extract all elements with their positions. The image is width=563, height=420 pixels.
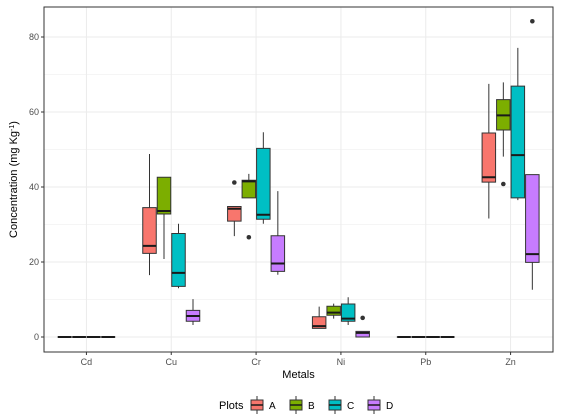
box-A-Cu: [142, 154, 157, 276]
x-tick-label: Zn: [505, 357, 516, 367]
box-C-Ni: [340, 297, 356, 325]
legend-label: B: [308, 401, 315, 412]
box-A-Zn: [481, 83, 497, 219]
box-B-Zn: [496, 82, 511, 187]
x-tick-label: Cr: [251, 357, 261, 367]
y-tick-label: 20: [29, 257, 39, 267]
y-axis-title: Concentration (mg Kg-1): [8, 121, 20, 238]
outlier-point: [360, 315, 365, 321]
legend-item-C: C: [328, 396, 354, 414]
x-axis-title: Metals: [282, 369, 315, 381]
outlier-point: [232, 180, 237, 185]
box-body: [256, 147, 271, 220]
box-body: [142, 207, 157, 254]
legend-label: D: [386, 401, 393, 412]
y-tick-label: 60: [29, 107, 39, 117]
box-body: [355, 330, 370, 338]
box-body: [311, 316, 327, 329]
box-body: [481, 132, 497, 183]
x-tick-label: Pb: [420, 357, 431, 367]
box-C-Zn: [510, 47, 526, 201]
legend-label: C: [347, 401, 354, 412]
box-body: [340, 303, 356, 322]
box-C-Cu: [171, 223, 186, 289]
legend-item-D: D: [367, 396, 393, 414]
y-axis-title-close: ): [8, 121, 20, 125]
box-D-Cr: [270, 191, 286, 275]
box-body: [156, 176, 172, 215]
box-body: [525, 174, 540, 263]
y-tick-label: 0: [34, 332, 39, 342]
box-D-Zn: [525, 18, 540, 290]
legend-item-A: A: [250, 396, 276, 414]
y-axis-title-superscript: -1: [9, 125, 16, 131]
y-axis-title-main: Concentration (mg Kg: [8, 131, 20, 238]
box-body: [227, 206, 242, 222]
x-tick-label: Cd: [81, 357, 93, 367]
axis-layer: 0 20 40 60 80 Cd Cu Cr Ni Pb Zn: [29, 32, 516, 367]
legend-item-B: B: [289, 396, 315, 414]
x-tick-label: Ni: [337, 357, 346, 367]
box-B-Cu: [156, 176, 172, 259]
grid-layer: [44, 7, 553, 352]
box-A-Ni: [311, 306, 327, 329]
box-A-Cr: [227, 180, 242, 237]
panel-border: [43, 6, 554, 353]
legend-label: A: [269, 401, 276, 412]
outlier-point: [246, 234, 252, 240]
legend-title: Plots: [219, 400, 244, 412]
box-body: [270, 235, 286, 272]
box-body: [326, 305, 341, 316]
box-body: [241, 179, 257, 199]
box-D-Ni: [355, 315, 370, 338]
box-body: [510, 85, 526, 199]
box-layer: [57, 18, 540, 338]
outlier-point: [530, 18, 535, 24]
panel-background: [44, 7, 553, 352]
box-B-Cr: [241, 173, 257, 240]
box-C-Cr: [256, 132, 271, 224]
outlier-point: [501, 181, 506, 187]
box-D-Cu: [185, 299, 201, 325]
y-tick-label: 80: [29, 32, 39, 42]
x-tick-label: Cu: [165, 357, 177, 367]
box-body: [171, 233, 186, 287]
y-tick-label: 40: [29, 182, 39, 192]
legend: Plots A B C D: [219, 396, 393, 414]
box-B-Ni: [326, 303, 341, 319]
